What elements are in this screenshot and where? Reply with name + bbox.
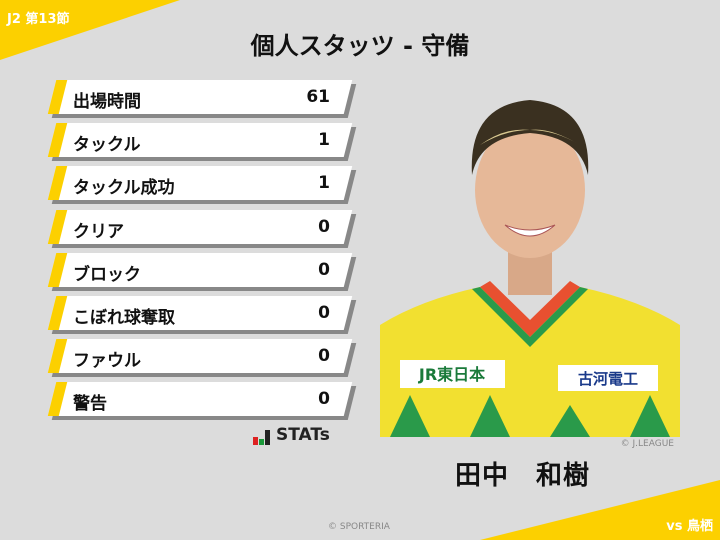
stat-value: 0 [318,389,330,410]
stat-value: 0 [318,346,330,367]
stats-logo: STATs [253,425,330,445]
stat-row: クリア 0 [47,209,357,248]
stat-row: タックル成功 1 [47,166,357,205]
stat-label: 警告 [73,394,107,415]
stat-value: 0 [318,216,330,237]
stat-value: 0 [318,259,330,280]
opponent-label: vs 鳥栖 [666,519,713,534]
stat-value: 1 [318,173,330,194]
sponsor-jr: JR東日本 [418,365,485,384]
copyright: © SPORTERIA [328,522,390,532]
stat-row: 出場時間 61 [47,80,357,118]
player-photo: JR東日本 古河電工 [380,75,680,437]
stat-value: 0 [318,303,330,323]
corner-banner-top [0,0,180,60]
stat-label: 出場時間 [73,92,141,112]
stat-label: クリア [73,221,124,242]
stat-label: ブロック [73,264,141,285]
stat-row: タックル 1 [47,123,357,162]
stat-value: 1 [318,130,330,151]
corner-banner-bottom [480,480,720,540]
stat-row: ファウル 0 [47,339,357,378]
page-title: 個人スタッツ - 守備 [250,32,470,60]
bar-chart-icon [253,430,270,445]
stat-label: タックル成功 [73,178,175,199]
stat-row: ブロック 0 [47,252,357,291]
stat-label: タックル [73,135,141,156]
stat-label: こぼれ球奪取 [73,308,175,328]
stat-row: 警告 0 [47,382,357,421]
round-label: J2 第13節 [7,12,70,27]
stat-value: 61 [306,87,330,107]
photo-credit: © J.LEAGUE [620,439,674,449]
stats-logo-text: STATs [276,425,330,445]
sponsor-furukawa: 古河電工 [578,370,638,388]
stat-row: こぼれ球奪取 0 [47,296,357,334]
stat-label: ファウル [73,351,141,372]
